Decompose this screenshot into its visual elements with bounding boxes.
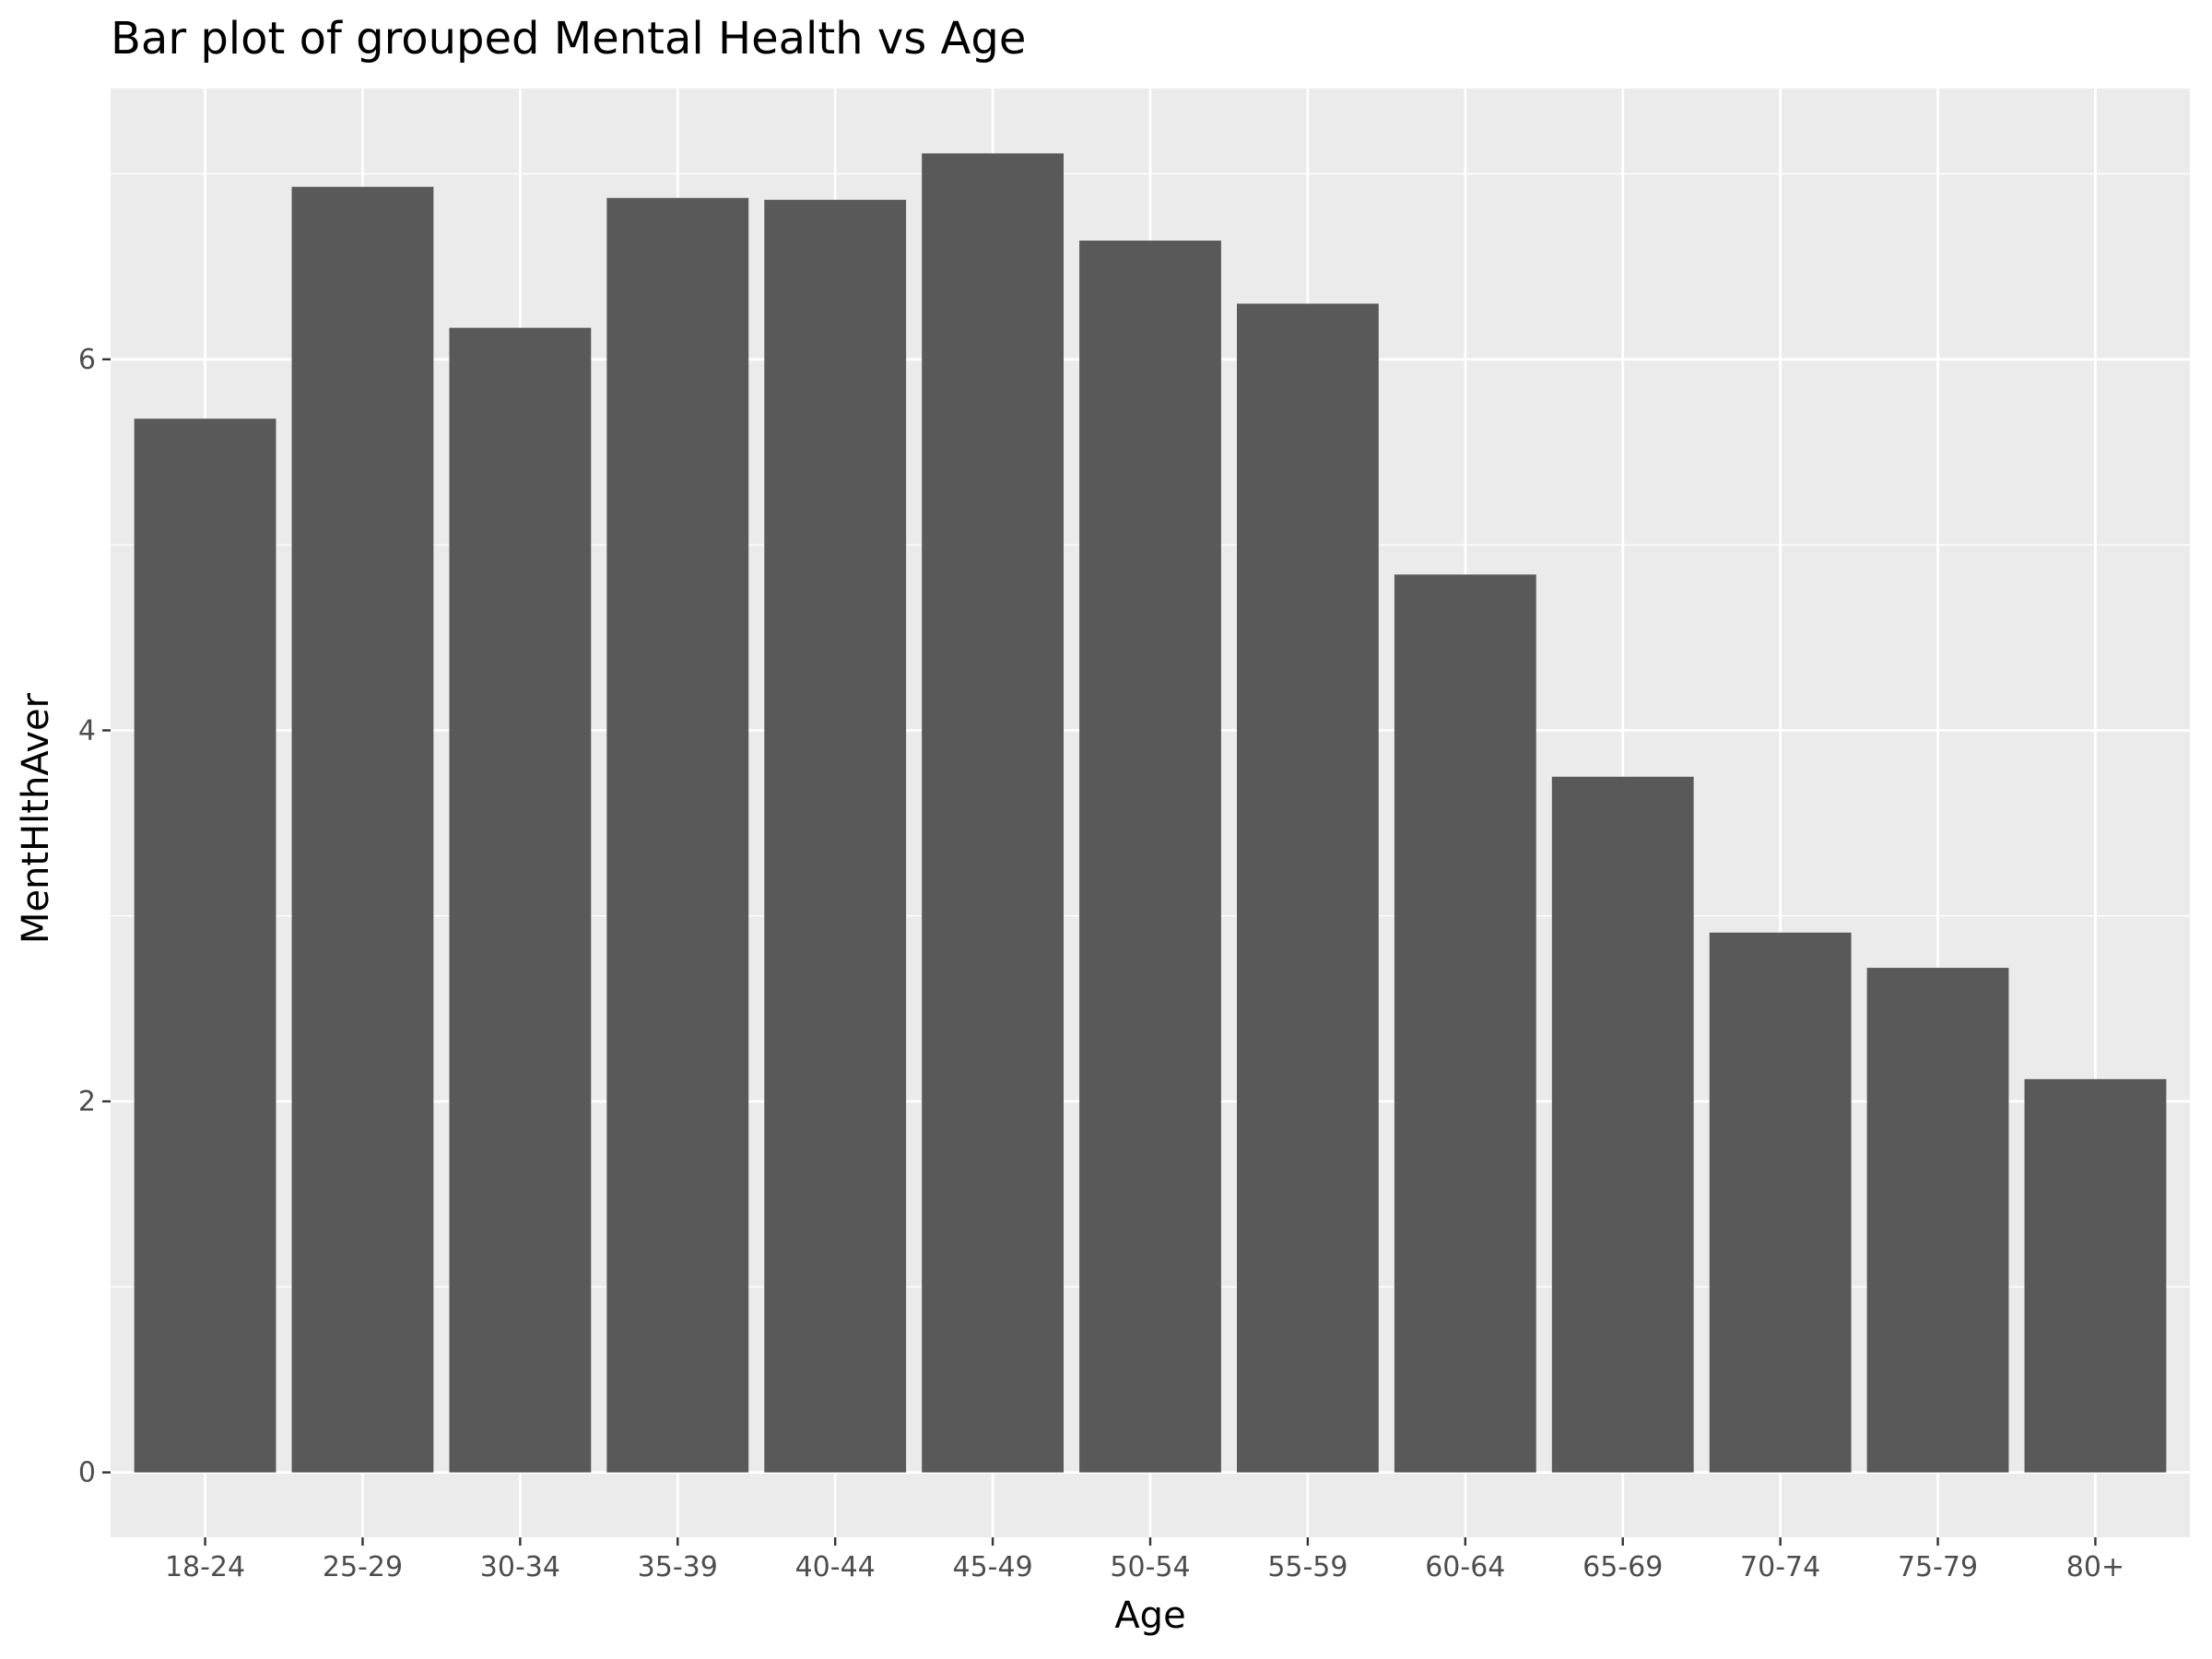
bar-25-29 — [291, 186, 434, 1473]
bar-40-44 — [764, 199, 907, 1473]
x-tick-label: 65-69 — [1583, 1551, 1663, 1583]
x-tick-label: 60-64 — [1425, 1551, 1505, 1583]
bar-55-59 — [1237, 303, 1379, 1473]
bar-35-39 — [606, 197, 749, 1473]
y-tick-label: 0 — [78, 1457, 96, 1489]
x-axis: 18-24 25-29 30-34 35-39 40-44 45-49 50-54 55-59… — [165, 1537, 2124, 1583]
x-tick-label: 45-49 — [952, 1551, 1032, 1583]
bar-30-34 — [449, 327, 592, 1473]
x-tick-label: 50-54 — [1110, 1551, 1190, 1583]
x-tick-label: 40-44 — [795, 1551, 876, 1583]
y-tick-label: 4 — [78, 714, 96, 747]
bar-60-64 — [1394, 574, 1536, 1473]
x-tick-label: 75-79 — [1898, 1551, 1978, 1583]
x-tick-label: 18-24 — [165, 1551, 245, 1583]
bars — [134, 153, 2167, 1473]
x-tick-label: 70-74 — [1740, 1551, 1820, 1583]
x-tick-label: 80+ — [2066, 1551, 2124, 1583]
y-axis-title: MentHlthAver — [15, 692, 57, 944]
bar-18-24 — [134, 418, 276, 1473]
x-tick-label: 25-29 — [323, 1551, 403, 1583]
x-tick-label: 35-39 — [638, 1551, 718, 1583]
bar-75-79 — [1866, 968, 2009, 1473]
y-tick-label: 6 — [78, 344, 96, 376]
y-tick-label: 2 — [78, 1086, 96, 1118]
bar-50-54 — [1079, 241, 1221, 1473]
bar-45-49 — [922, 153, 1064, 1473]
bar-80+ — [2024, 1078, 2167, 1473]
bar-70-74 — [1709, 932, 1852, 1473]
x-tick-label: 55-59 — [1267, 1551, 1347, 1583]
chart-title: Bar plot of grouped Mental Health vs Age — [111, 13, 1026, 65]
x-tick-label: 30-34 — [480, 1551, 560, 1583]
x-axis-title: Age — [1114, 1594, 1185, 1637]
y-axis: 0 2 4 6 — [78, 344, 111, 1489]
bar-65-69 — [1551, 776, 1694, 1473]
